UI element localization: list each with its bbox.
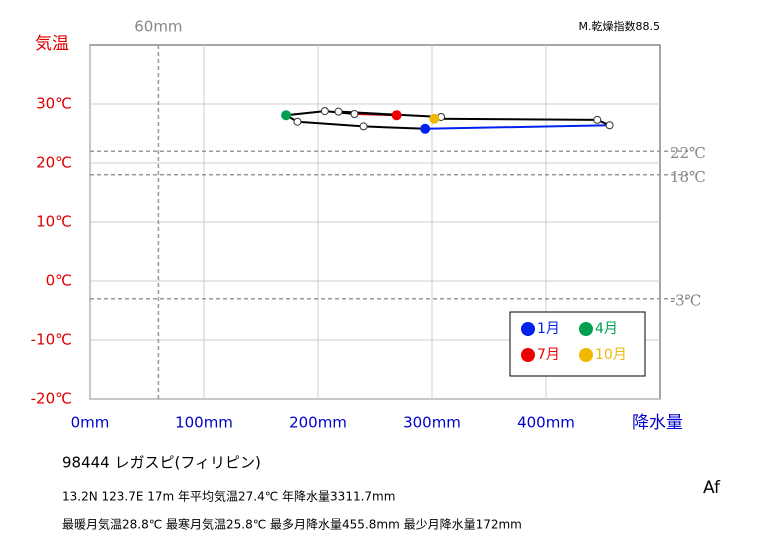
month-point <box>605 121 614 130</box>
x-tick-label: 400mm <box>517 414 575 432</box>
month-point <box>320 107 329 116</box>
legend-label: 4月 <box>595 321 618 337</box>
month-point <box>420 123 431 134</box>
x-tick-label: 300mm <box>403 414 461 432</box>
month-point <box>334 107 343 116</box>
dryness-index: M.乾燥指数88.5 <box>579 19 660 33</box>
info-line: 最暖月気温28.8℃ 最寒月気温25.8℃ 最多月降水量455.8mm 最少月降… <box>62 517 522 532</box>
month-point <box>593 115 602 124</box>
legend-label: 7月 <box>537 347 560 363</box>
y-tick-label: 20℃ <box>36 154 72 172</box>
month-point <box>293 117 302 126</box>
month-point <box>281 110 292 121</box>
climate-segment <box>434 117 598 121</box>
legend-label: 1月 <box>537 321 560 337</box>
x-tick-label: 200mm <box>289 414 347 432</box>
legend-marker <box>579 348 593 362</box>
climate-segment <box>297 120 364 128</box>
reference-label: 22℃ <box>670 144 706 162</box>
x-tick-label: 0mm <box>71 414 110 432</box>
climate-segment <box>363 125 426 130</box>
x-tick-label: 100mm <box>175 414 233 432</box>
climate-segment <box>425 124 610 130</box>
y-tick-label: -10℃ <box>31 331 72 349</box>
x-axis-label: 降水量 <box>632 413 683 433</box>
legend-box <box>509 311 646 377</box>
reference-label: 18℃ <box>670 168 706 186</box>
y-axis-label: 気温 <box>35 34 69 54</box>
legend-marker <box>521 322 535 336</box>
climate-segment <box>285 110 325 117</box>
month-point <box>429 113 440 124</box>
legend-marker <box>579 322 593 336</box>
legend-label: 10月 <box>595 347 627 363</box>
month-point <box>350 110 359 119</box>
y-tick-label: 0℃ <box>46 272 72 290</box>
y-tick-label: 30℃ <box>36 95 72 113</box>
month-point <box>391 110 402 121</box>
station-title: 98444 レガスピ(フィリピン) <box>62 454 261 472</box>
reference-label: -3℃ <box>670 292 701 310</box>
month-point <box>359 122 368 131</box>
y-tick-label: -20℃ <box>31 390 72 408</box>
y-tick-label: 10℃ <box>36 213 72 231</box>
legend-marker <box>521 348 535 362</box>
info-line: 13.2N 123.7E 17m 年平均気温27.4℃ 年降水量3311.7mm <box>62 489 395 504</box>
climate-class: Af <box>703 478 721 498</box>
reference-label: 60mm <box>134 18 182 36</box>
